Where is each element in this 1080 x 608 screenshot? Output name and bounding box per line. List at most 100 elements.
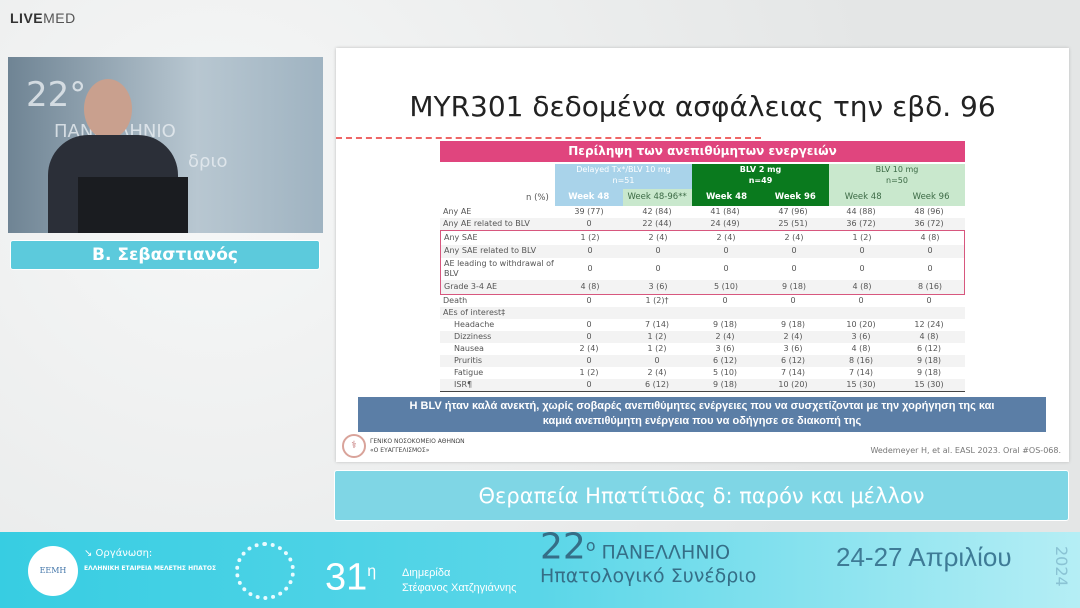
group-header: Delayed Tx*/BLV 10 mg n=51 (555, 164, 692, 189)
row-label: Nausea (454, 343, 484, 353)
organizer-name: ΕΛΛΗΝΙΚΗ ΕΤΑΙΡΕΙΑ ΜΕΛΕΤΗΣ ΗΠΑΤΟΣ (84, 565, 217, 572)
presentation-slide: MYR301 δεδομένα ασφάλειας την εβδ. 96 Πε… (336, 48, 1069, 462)
event-name: Διημερίδα Στέφανος Χατζηγιάννης (402, 567, 517, 594)
table-row: Headache 0 7 (14) 9 (18) 9 (18) 10 (20) 12 (24… (440, 319, 965, 331)
cell: 8 (16) (917, 281, 943, 291)
cell: 2 (4) (715, 331, 735, 341)
cell: 0 (859, 246, 865, 256)
row-label: Grade 3-4 AE (444, 281, 498, 291)
video-bg-text: 22° (26, 75, 87, 115)
table-title: Περίληψη των ανεπιθύμητων ενεργειών (440, 141, 965, 162)
col-header: Week 48 (691, 189, 762, 206)
row-label: ISR¶ (454, 379, 473, 389)
cell: 9 (18) (916, 367, 942, 377)
cell: 9 (18) (780, 319, 806, 329)
cell: 4 (8) (580, 281, 600, 291)
row-label: Fatigue (454, 367, 484, 377)
cell: 6 (12) (916, 343, 942, 353)
cell: 12 (24) (914, 319, 944, 329)
cell: 0 (791, 264, 797, 273)
congress-year: 2024 (1052, 546, 1071, 587)
table-row: AEs of interest‡ (440, 306, 965, 319)
table-row: Fatigue 1 (2) 2 (4) 5 (10) 7 (14) 7 (14) 9 (18… (440, 367, 965, 379)
cell: 41 (84) (710, 207, 740, 216)
video-bg-text: δριο (188, 151, 228, 172)
table-row: Any SAE related to BLV 0 0 0 0 0 0 (441, 244, 964, 258)
cell: 10 (20) (846, 319, 876, 329)
cell: 0 (723, 264, 729, 273)
table-row: ISR¶ 0 6 (12) 9 (18) 10 (20) 15 (30) 15 (30) (440, 378, 965, 391)
cell: 1 (2) (580, 232, 600, 242)
col-header: Week 48 (829, 189, 898, 206)
cell: 9 (18) (781, 281, 807, 291)
table-row: Pruritis 0 0 6 (12) 6 (12) 8 (16) 9 (18) (440, 354, 965, 367)
divider (336, 137, 761, 139)
congress-dates: 24-27 Απριλίου (836, 542, 1012, 572)
cell: 7 (14) (780, 367, 806, 377)
cell: 15 (30) (914, 379, 944, 389)
cell: 2 (4) (783, 331, 803, 341)
table-row: Death 0 1 (2)† 0 0 0 0 (440, 295, 965, 307)
cell: 25 (51) (778, 219, 808, 228)
cell: 0 (655, 246, 661, 256)
cell: 0 (927, 246, 933, 256)
hospital-logo: ⚕ ΓΕΝΙΚΟ ΝΟΣΟΚΟΜΕΙΟ ΑΘΗΝΩΝ «Ο ΕΥΑΓΓΕΛΙΣΜΟ… (342, 434, 465, 458)
subheader-row: n (%) Week 48 Week 48-96** Week 48 Week … (440, 189, 965, 206)
cell: 4 (8) (920, 232, 940, 242)
cell: 7 (14) (644, 319, 670, 329)
cell: 6 (12) (644, 379, 670, 389)
talk-title: Θεραπεία Ηπατίτιδας δ: παρόν και μέλλον (334, 470, 1069, 521)
cell: 24 (49) (710, 219, 740, 228)
cell: 10 (20) (778, 379, 808, 389)
laptop (78, 177, 188, 233)
cell: 0 (655, 264, 661, 273)
row-label: AE leading to withdrawal of BLV (444, 259, 554, 278)
cell: 2 (4) (579, 343, 599, 353)
cell: 0 (927, 264, 933, 273)
cell: 4 (8) (852, 281, 872, 291)
row-label: AEs of interest‡ (443, 307, 506, 317)
slide-title: MYR301 δεδομένα ασφάλειας την εβδ. 96 (409, 90, 996, 123)
cell: 6 (12) (712, 355, 738, 365)
ae-table: Περίληψη των ανεπιθύμητων ενεργειών Dela… (440, 141, 965, 392)
cell: 3 (6) (715, 343, 735, 353)
n-label: n (%) (525, 192, 549, 203)
event-footer: ΕΕΜΗ ↘ Οργάνωση: ΕΛΛΗΝΙΚΗ ΕΤΑΙΡΕΙΑ ΜΕΛΕΤ… (0, 526, 1080, 608)
cell: 5 (10) (713, 281, 739, 291)
cell: 36 (72) (914, 219, 944, 228)
liver-icon (235, 542, 295, 600)
row-label: Any SAE related to BLV (444, 246, 537, 256)
cell: 0 (654, 355, 660, 365)
cell: 0 (587, 246, 593, 256)
cell: 22 (44) (642, 219, 672, 228)
row-label: Death (443, 295, 468, 305)
col-header: Week 48 (554, 189, 623, 206)
conclusion-banner: Η BLV ήταν καλά ανεκτή, χωρίς σοβαρές αν… (358, 397, 1046, 432)
cell: 2 (4) (784, 232, 804, 242)
cell: 0 (586, 219, 592, 228)
citation: Wedemeyer H, et al. EASL 2023. Oral #OS-… (870, 446, 1061, 455)
table-row: Any AE related to BLV 0 22 (44) 24 (49) 25 (… (440, 218, 965, 230)
table-row: Any SAE 1 (2) 2 (4) 2 (4) 2 (4) 1 (2) 4 (8) (441, 231, 964, 245)
row-label: Headache (454, 319, 495, 329)
cell: 0 (723, 246, 729, 256)
cell: 3 (6) (851, 331, 871, 341)
row-label: Pruritis (454, 355, 483, 365)
cell: 48 (96) (914, 207, 944, 216)
cell: 7 (14) (848, 367, 874, 377)
speaker-video: 22° ΠΑΝΕΛΛΗΝΙΟ δριο (8, 57, 323, 233)
cell: 9 (18) (712, 379, 738, 389)
table-row: Nausea 2 (4) 1 (2) 3 (6) 3 (6) 4 (8) 6 (12) (440, 343, 965, 355)
row-label: Any AE (443, 207, 472, 216)
speaker-name: Β. Σεβαστιανός (10, 240, 320, 270)
livemed-logo: LIVEMED (10, 10, 76, 26)
group-header: BLV 10 mg n=50 (829, 164, 965, 189)
cell: 4 (8) (919, 331, 939, 341)
cell: 0 (587, 264, 593, 273)
cell: 1 (2)† (645, 295, 669, 305)
congress-name: 22ο ΠΑΝΕΛΛΗΝΙΟ Ηπατολογικό Συνέδριο (540, 526, 757, 588)
cell: 0 (859, 264, 865, 273)
cell: 2 (4) (648, 232, 668, 242)
cell: 4 (8) (851, 343, 871, 353)
cell: 0 (791, 246, 797, 256)
